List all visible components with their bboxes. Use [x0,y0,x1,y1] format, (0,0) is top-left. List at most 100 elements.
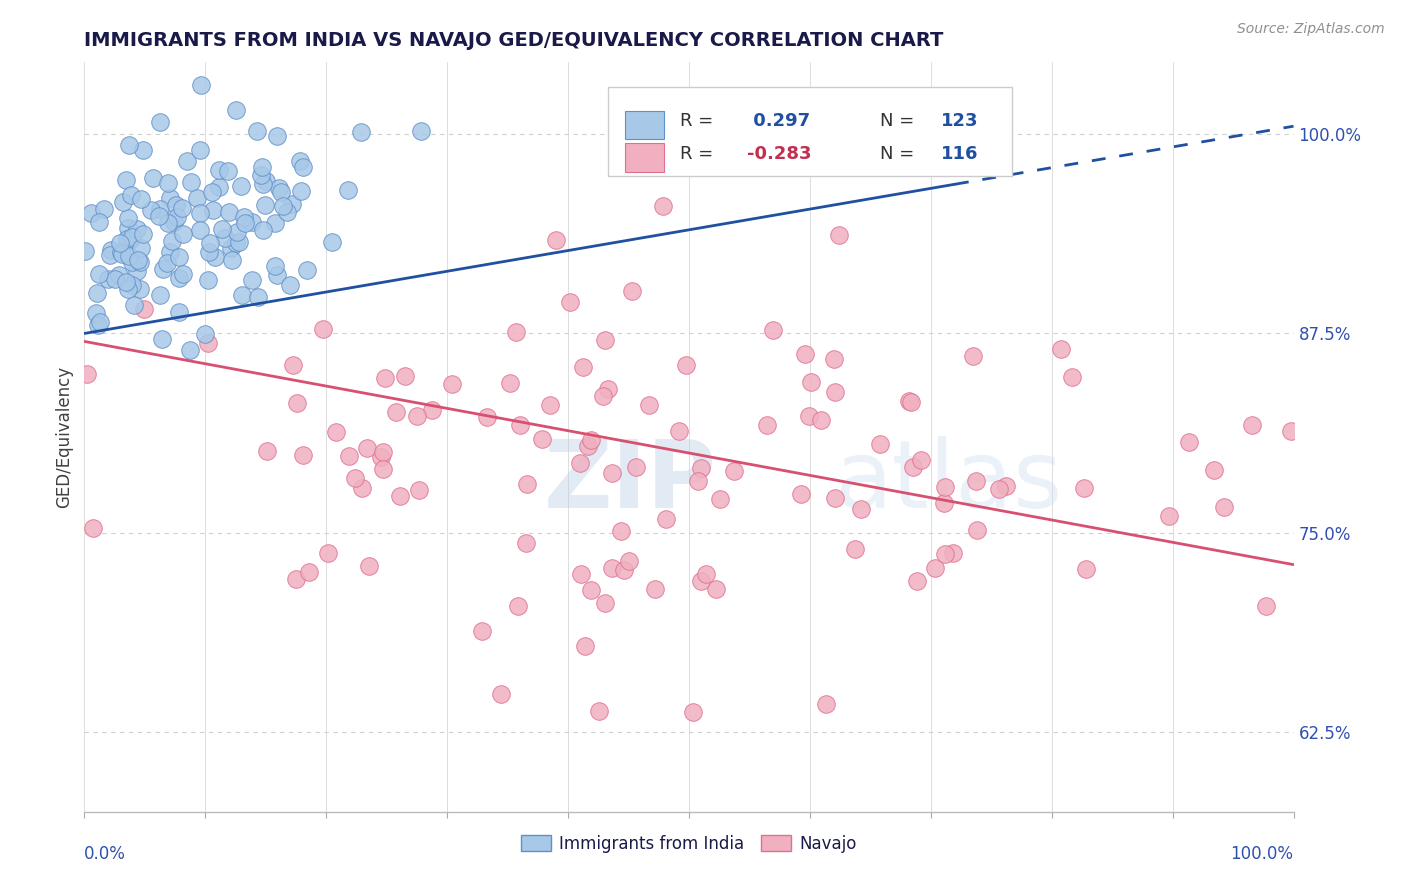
Point [598,383,620,397]
Point [97,272,120,286]
Point [815,698,838,712]
Text: 100.0%: 100.0% [1230,846,1294,863]
Point [489,687,512,701]
Point [204,250,226,264]
Point [232,210,254,224]
Point [221,252,243,267]
Point [288,153,311,168]
Point [162,234,184,248]
Point [179,343,201,358]
Point [172,267,194,281]
Point [655,512,678,526]
Point [107,268,129,282]
Point [166,210,188,224]
Point [389,489,412,503]
Legend: Immigrants from India, Navajo: Immigrants from India, Navajo [515,829,863,860]
Point [675,358,697,372]
Point [325,425,347,439]
Point [824,384,846,399]
Point [104,272,127,286]
Point [149,202,172,216]
Point [593,333,616,347]
Point [125,222,148,236]
Point [613,563,636,577]
Point [266,268,288,282]
Point [194,326,217,341]
Point [291,449,314,463]
Text: R =: R = [681,145,720,163]
Point [172,201,194,215]
Point [134,301,156,316]
Point [82,521,104,535]
Point [285,572,308,586]
Point [690,461,713,475]
Point [87,267,110,281]
Text: IMMIGRANTS FROM INDIA VS NAVAJO GED/EQUIVALENCY CORRELATION CHART: IMMIGRANTS FROM INDIA VS NAVAJO GED/EQUI… [84,30,943,50]
Point [188,143,211,157]
Point [498,376,520,390]
Text: 116: 116 [941,145,979,163]
Point [595,596,617,610]
Point [252,178,274,192]
Point [117,232,139,246]
Point [723,464,745,478]
Point [233,216,256,230]
Point [690,574,713,589]
Point [117,220,139,235]
Point [1159,509,1181,524]
Point [574,640,596,654]
Point [128,282,150,296]
Point [214,231,236,245]
Point [225,103,247,118]
Point [704,582,727,597]
Point [117,211,139,225]
Point [934,496,956,510]
Point [336,183,359,197]
Point [797,409,820,424]
Text: ZIP: ZIP [544,436,717,528]
Point [988,483,1011,497]
Point [569,567,592,582]
Point [619,554,641,568]
Point [93,202,115,216]
Point [172,227,194,242]
Point [610,524,633,538]
Point [810,413,832,427]
Point [152,332,174,346]
Point [942,546,965,560]
Point [98,248,121,262]
Point [337,450,360,464]
Point [118,233,141,247]
Point [117,283,139,297]
Point [281,197,304,211]
Point [159,191,181,205]
Point [167,250,190,264]
Point [110,246,132,260]
Point [588,704,610,718]
Point [409,124,432,138]
Point [824,491,846,505]
Point [110,245,132,260]
Point [934,480,956,494]
Point [290,184,312,198]
Point [208,180,231,194]
Point [394,369,416,384]
Point [907,574,929,589]
Point [794,346,817,360]
Point [962,349,984,363]
Point [695,567,717,582]
Point [266,129,288,144]
Point [505,325,527,339]
Point [298,565,321,579]
Point [157,177,180,191]
Point [208,162,231,177]
Point [600,561,623,575]
Point [273,199,295,213]
Point [225,225,247,239]
Point [297,263,319,277]
Point [120,188,142,202]
FancyBboxPatch shape [624,111,664,139]
Point [89,215,111,229]
Point [373,462,395,476]
Point [118,137,141,152]
